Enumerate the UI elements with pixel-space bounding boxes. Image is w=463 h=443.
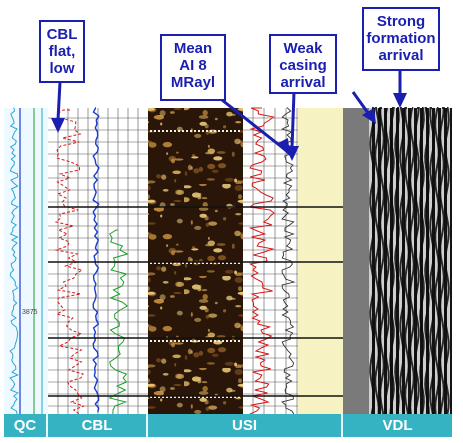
callout-weak-casing-arrival: Weak casing arrival	[269, 34, 337, 94]
usi-curve-track	[243, 107, 298, 415]
qc-track	[4, 107, 48, 415]
callout-cbl-flat-low: CBL flat, low	[39, 20, 85, 83]
vdl-track	[343, 107, 452, 415]
casing-panel	[298, 108, 343, 414]
track-label-cbl: CBL	[48, 414, 148, 437]
track-label-usi: USI	[148, 414, 343, 437]
cbl-track	[48, 107, 148, 415]
track-label-qc: QC	[4, 414, 48, 437]
callout-arrows	[51, 70, 407, 161]
callout-mean-ai: Mean AI 8 MRayl	[160, 34, 226, 101]
depth-label: 3875	[22, 309, 38, 316]
track-label-vdl: VDL	[343, 414, 452, 437]
usi-image-track	[148, 108, 243, 414]
callout-strong-formation-arrival: Strong formation arrival	[362, 7, 440, 71]
